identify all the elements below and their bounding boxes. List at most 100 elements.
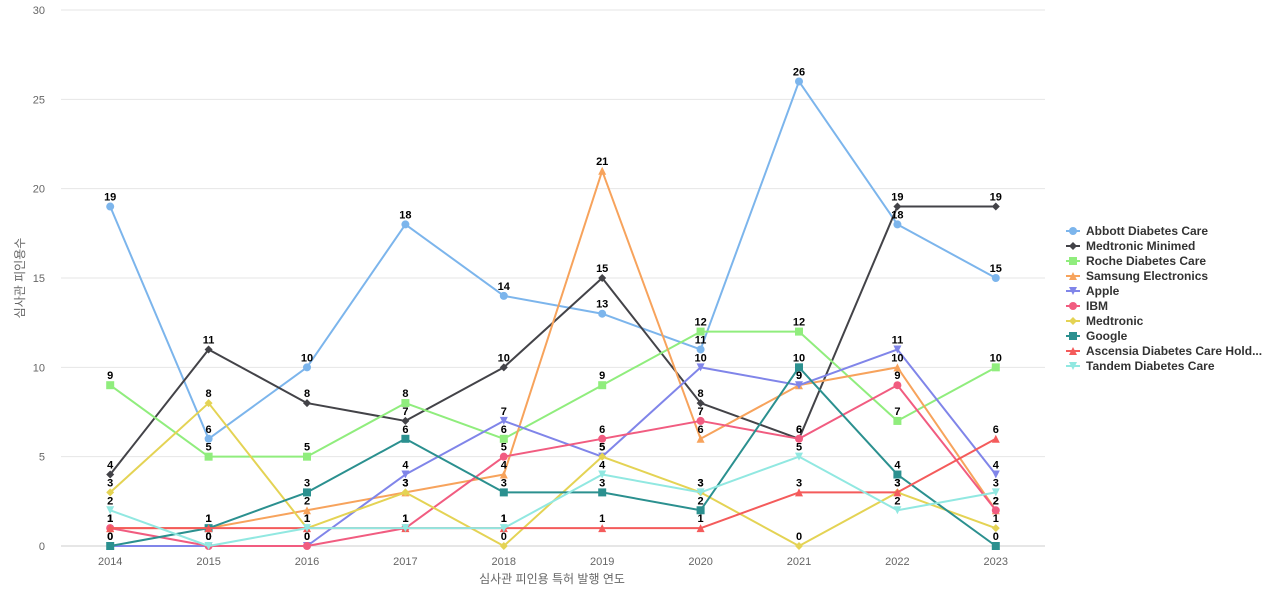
- data-label: 0: [107, 531, 113, 543]
- data-label: 1: [993, 513, 999, 525]
- data-point: [991, 488, 1000, 497]
- data-label: 1: [501, 513, 507, 525]
- data-point: [106, 524, 115, 533]
- data-point: [598, 309, 607, 318]
- data-label: 0: [304, 531, 310, 543]
- series-line: [109, 205, 996, 476]
- data-point: [598, 274, 607, 282]
- data-point: [106, 542, 115, 550]
- series-9[interactable]: [106, 452, 1000, 550]
- data-point: [499, 452, 508, 461]
- legend-item[interactable]: Medtronic: [1066, 314, 1144, 328]
- data-point: [499, 363, 508, 372]
- x-tick-label: 2023: [984, 556, 1008, 568]
- data-label: 11: [892, 334, 904, 346]
- y-axis-title: 심사관 피인용수: [13, 238, 27, 319]
- data-point: [204, 524, 213, 533]
- data-label: 6: [698, 424, 704, 436]
- x-tick-label: 2015: [196, 556, 220, 568]
- data-point: [991, 274, 1000, 282]
- data-label: 12: [793, 317, 805, 329]
- data-label: 10: [793, 352, 805, 364]
- data-label: 1: [304, 513, 310, 525]
- data-label: 0: [107, 531, 113, 543]
- data-label: 2: [698, 495, 704, 507]
- data-point: [499, 291, 508, 300]
- series-3[interactable]: [106, 166, 1000, 533]
- series-5[interactable]: [106, 381, 1000, 550]
- data-label: 6: [501, 424, 507, 436]
- legend-item[interactable]: Abbott Diabetes Care: [1066, 224, 1208, 238]
- data-point: [991, 542, 1000, 550]
- data-point: [696, 416, 705, 425]
- data-label: 15: [990, 263, 1002, 275]
- data-label: 4: [993, 460, 1000, 472]
- x-tick-label: 2019: [590, 556, 614, 568]
- data-label: 3: [402, 477, 408, 489]
- series-7[interactable]: [106, 363, 1000, 550]
- data-point: [991, 470, 1000, 479]
- data-label: 5: [304, 442, 310, 454]
- data-point: [696, 363, 705, 372]
- legend-item[interactable]: Ascensia Diabetes Care Hold...: [1066, 344, 1262, 358]
- data-point: [401, 416, 410, 425]
- data-label: 26: [793, 66, 805, 78]
- y-tick-label: 25: [33, 94, 45, 106]
- legend-item[interactable]: Apple: [1066, 284, 1120, 298]
- legend-marker: [1069, 227, 1077, 235]
- data-label: 12: [694, 317, 706, 329]
- legend-label: Medtronic: [1086, 314, 1144, 328]
- data-label: 14: [498, 281, 511, 293]
- x-tick-label: 2016: [295, 556, 319, 568]
- data-label: 2: [304, 495, 310, 507]
- data-point: [303, 363, 311, 372]
- series-0[interactable]: [106, 77, 1000, 443]
- legend-item[interactable]: Roche Diabetes Care: [1066, 254, 1206, 268]
- legend-label: Google: [1086, 329, 1128, 343]
- data-label: 0: [206, 531, 212, 543]
- data-label: 6: [993, 424, 999, 436]
- x-tick-label: 2014: [98, 556, 122, 568]
- data-point: [106, 470, 115, 479]
- data-label: 2: [993, 495, 999, 507]
- legend-item[interactable]: Google: [1066, 329, 1128, 343]
- data-point: [303, 542, 311, 550]
- data-label: 1: [107, 513, 113, 525]
- data-label: 1: [304, 513, 310, 525]
- series-line: [110, 169, 997, 530]
- data-label: 9: [796, 370, 802, 382]
- data-point: [303, 488, 311, 497]
- data-label: 0: [993, 531, 999, 543]
- data-label: 19: [891, 192, 903, 204]
- data-label: 10: [990, 352, 1002, 364]
- data-label: 1: [107, 513, 113, 525]
- data-label: 6: [796, 424, 802, 436]
- data-point: [893, 488, 902, 497]
- data-label: 7: [698, 406, 704, 418]
- series-1[interactable]: [106, 202, 1000, 479]
- data-point: [106, 488, 115, 497]
- data-point: [696, 327, 705, 336]
- legend-item[interactable]: IBM: [1066, 299, 1108, 313]
- legend-item[interactable]: Medtronic Minimed: [1066, 239, 1195, 253]
- data-label: 3: [894, 477, 900, 489]
- legend-item[interactable]: Tandem Diabetes Care: [1066, 359, 1215, 373]
- data-point: [696, 488, 705, 497]
- data-label: 1: [402, 513, 408, 525]
- data-label: 3: [304, 477, 310, 489]
- data-label: 10: [498, 352, 510, 364]
- legend-item[interactable]: Samsung Electronics: [1066, 269, 1208, 283]
- x-tick-label: 2022: [885, 556, 909, 568]
- data-label: 9: [796, 370, 802, 382]
- data-point: [499, 434, 508, 443]
- data-point: [795, 363, 803, 372]
- data-point: [893, 381, 902, 390]
- data-point: [303, 524, 311, 533]
- series-line: [109, 80, 997, 440]
- data-label: 1: [107, 513, 113, 525]
- data-point: [795, 542, 803, 550]
- series-line: [109, 455, 996, 547]
- data-point: [401, 470, 410, 479]
